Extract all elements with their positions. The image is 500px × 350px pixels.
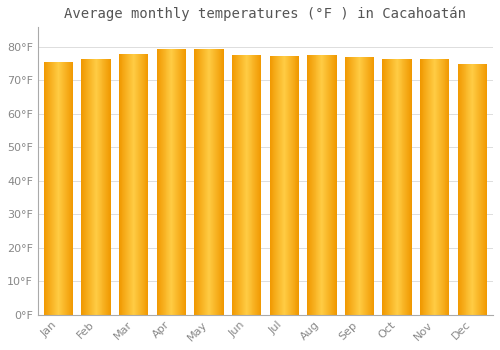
Title: Average monthly temperatures (°F ) in Cacahoatán: Average monthly temperatures (°F ) in Ca… bbox=[64, 7, 466, 21]
